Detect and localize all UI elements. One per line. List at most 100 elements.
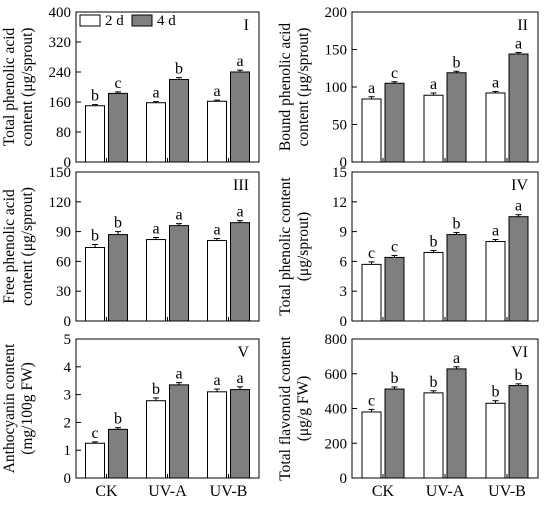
y-axis-label-line: Total phenolic acid [1,27,18,146]
bar [169,79,189,163]
legend-label: 4 d [157,13,176,29]
y-tick-label: 0 [64,314,72,330]
y-tick-label: 400 [325,402,348,418]
bar [230,222,250,322]
bar [423,94,444,163]
x-tick-label: UV-A [426,483,465,500]
y-axis-label-line: content (μg/sprout) [19,28,36,147]
chart-panel-II: 0 50 100 150 200 Bound phenolic acidcontent (… [277,5,539,171]
significance-letter: b [91,88,99,105]
significance-letter: c [391,65,398,82]
y-tick-label: 9 [340,225,348,241]
y-tick-label: 100 [325,80,348,96]
significance-letter: a [213,372,220,389]
x-tick-label: CK [372,483,395,500]
y-tick-label: 5 [64,332,72,348]
significance-letter: b [492,384,500,401]
bar [108,234,128,322]
panel-label: I [244,17,249,34]
y-tick-label: 2 [64,415,72,431]
bar [485,92,506,163]
bar [423,251,444,322]
significance-letter: a [213,222,220,239]
y-tick-label: 150 [325,43,348,59]
panel-label: II [517,17,528,34]
y-tick-label: 3 [64,388,72,404]
bar [207,100,227,163]
bar [508,53,529,163]
bar [508,216,529,322]
panel-label: VI [511,344,528,361]
bar [146,239,166,322]
significance-letter: c [114,75,121,92]
bar [207,391,227,479]
significance-letter: b [430,374,438,391]
significance-letter: b [453,54,461,71]
significance-letter: b [391,370,399,387]
y-tick-label: 120 [49,195,72,211]
y-axis-label: Total phenolic acidcontent (μg/sprout) [1,27,36,146]
significance-letter: a [152,85,159,102]
bar [169,225,189,322]
bar [85,442,105,479]
y-tick-label: 30 [56,284,71,300]
y-tick-label: 4 [64,360,72,376]
bar [85,246,105,322]
y-axis-label: Bound phenolic acidcontent (μg/sprout) [277,23,312,152]
y-tick-label: 320 [49,35,72,51]
y-tick-label: 50 [332,118,347,134]
legend-swatch [131,14,153,27]
significance-letter: b [515,367,523,384]
chart-panel-I: 0 80 160 240 320 400 Total phenolic acidconten… [1,5,260,171]
y-axis-label-line: Total flavonoid content [277,336,294,481]
bar [384,82,405,163]
bar [485,241,506,322]
bar [446,72,467,163]
y-tick-label: 15 [332,165,347,181]
chart-panel-IV: 0 3 6 9 12 15 Total phenolic content(μg/sprout… [277,165,539,330]
y-tick-label: 90 [56,225,71,241]
bar [108,428,128,479]
y-axis-label-line: Total phenolic content [277,177,294,316]
y-tick-label: 400 [49,5,72,21]
chart-panel-VI: 0 200 400 600 800 Total flavonoid content(μg/… [277,332,539,500]
x-tick-label: UV-A [148,483,187,500]
bar [384,256,405,322]
significance-letter: b [453,216,461,233]
bar [146,102,166,163]
significance-letter: a [430,76,437,93]
y-axis-label-line: Bound phenolic acid [277,23,294,152]
bar [384,388,405,479]
y-tick-label: 60 [56,254,71,270]
y-tick-label: 240 [49,65,72,81]
bar [169,384,189,479]
bar [108,92,128,163]
significance-letter: a [213,83,220,100]
y-tick-label: 6 [340,254,348,270]
significance-letter: b [114,411,122,428]
bar [446,368,467,479]
x-tick-label: UV-B [210,483,248,500]
significance-letter: b [175,61,183,78]
bar [85,105,105,163]
y-axis-label-line: Free phenolic acid [1,189,18,304]
y-tick-label: 0 [340,155,348,171]
y-tick-label: 150 [49,165,72,181]
y-axis-label: Free phenolic acidcontent (μg/sprout) [1,187,36,306]
bar [423,392,444,479]
significance-letter: a [175,207,182,224]
y-axis-label: Total phenolic content(μg/sprout) [277,177,312,316]
panel-label: IV [511,177,528,194]
significance-letter: a [515,198,522,215]
significance-letter: c [91,425,98,442]
y-tick-label: 200 [325,436,348,452]
y-axis-label: Anthocyanin content(mg/100g FW) [1,343,36,473]
significance-letter: b [430,233,438,250]
y-tick-label: 0 [340,314,348,330]
y-tick-label: 600 [325,367,348,383]
y-axis-label-line: content (μg/sprout) [295,28,312,147]
bar [485,402,506,479]
